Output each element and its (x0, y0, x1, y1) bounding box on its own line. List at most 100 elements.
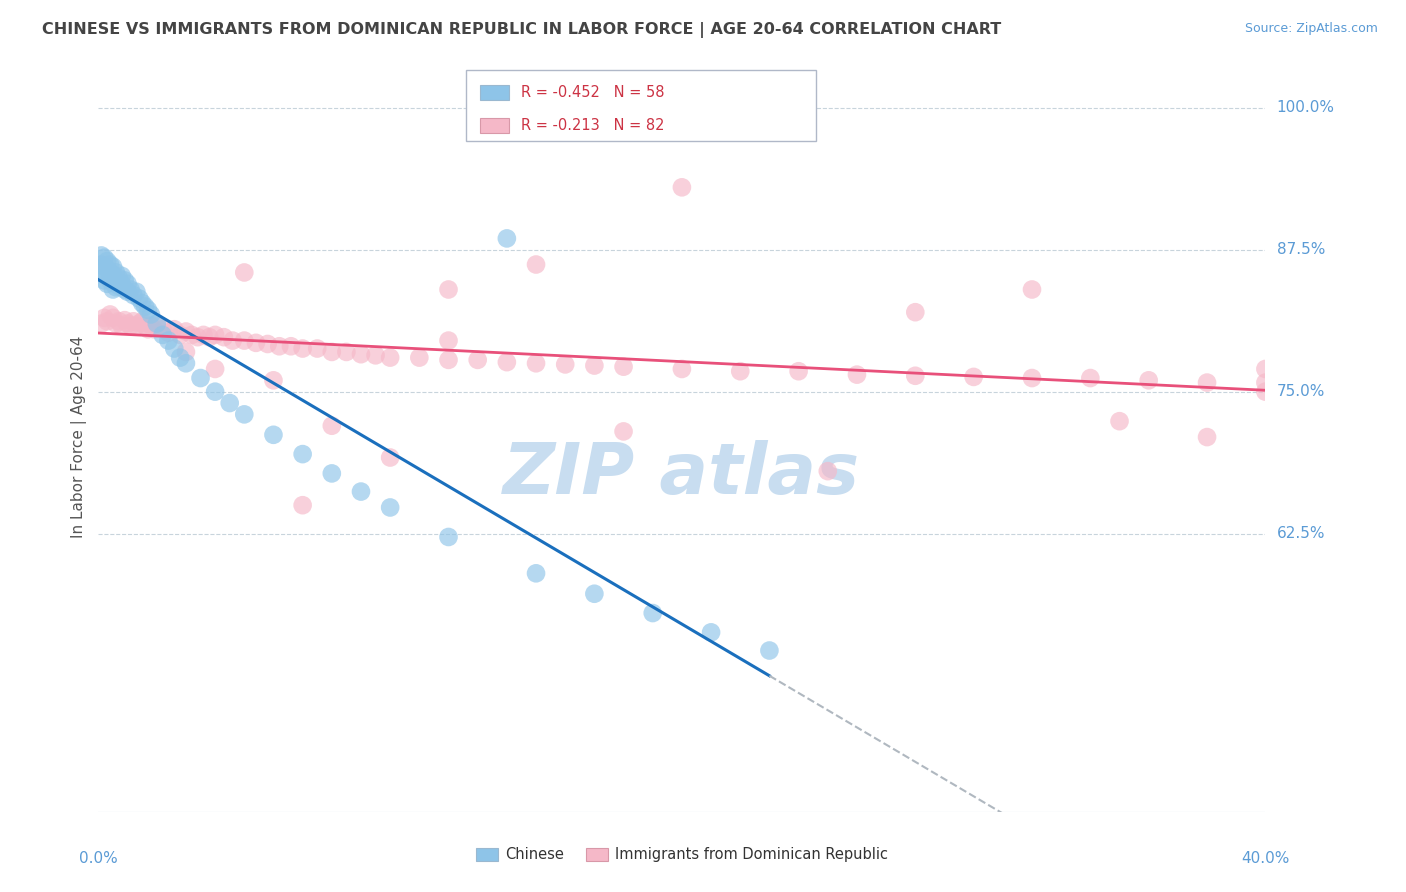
Point (111, 268, 134, 283)
Point (233, 265, 256, 279)
Point (496, 355, 519, 369)
Point (700, 625, 723, 640)
Point (321, 467, 343, 481)
Point (671, 362, 693, 376)
Point (193, 327, 215, 342)
Point (524, 566, 547, 581)
Point (1021, 371, 1043, 385)
Text: Source: ZipAtlas.com: Source: ZipAtlas.com (1244, 22, 1378, 36)
FancyBboxPatch shape (479, 118, 509, 133)
Point (163, 342, 186, 356)
Point (125, 285, 148, 299)
Point (101, 310, 124, 325)
Point (136, 322, 159, 336)
Point (335, 345, 357, 359)
Point (554, 358, 576, 372)
Point (134, 300, 156, 314)
Point (291, 447, 314, 461)
Point (174, 356, 197, 370)
Point (98, 258, 121, 272)
Point (437, 283, 460, 297)
Point (122, 288, 145, 302)
Point (117, 277, 139, 291)
Point (142, 322, 165, 336)
Point (122, 314, 145, 328)
Point (120, 318, 142, 333)
Point (730, 364, 752, 378)
Point (307, 342, 329, 356)
Point (180, 327, 202, 342)
Point (280, 339, 302, 353)
Point (120, 283, 142, 297)
Point (846, 368, 869, 382)
Point (190, 371, 212, 385)
Point (262, 373, 284, 387)
Point (136, 302, 159, 317)
Point (152, 322, 174, 336)
Point (104, 317, 127, 331)
Point (904, 368, 927, 383)
Point (157, 326, 180, 340)
Point (117, 285, 139, 299)
Point (904, 305, 927, 319)
Point (90, 317, 112, 331)
Point (212, 330, 235, 344)
Point (787, 364, 810, 378)
Point (96, 268, 118, 283)
Point (157, 334, 180, 348)
Point (364, 348, 387, 362)
Text: 0.0%: 0.0% (79, 851, 118, 865)
Point (291, 498, 314, 512)
Point (108, 271, 131, 285)
Point (233, 334, 256, 348)
Point (98, 273, 121, 287)
Point (96, 262, 118, 277)
Point (758, 643, 780, 657)
Point (321, 345, 343, 359)
Point (93, 310, 115, 325)
Point (146, 318, 169, 333)
FancyBboxPatch shape (479, 85, 509, 100)
Point (93, 265, 115, 279)
Point (321, 418, 343, 433)
Point (90, 258, 112, 272)
Point (524, 356, 547, 370)
Point (104, 265, 127, 279)
Point (583, 587, 606, 601)
Point (174, 325, 197, 339)
Point (96, 254, 118, 268)
Point (962, 370, 984, 384)
Point (467, 352, 489, 367)
Point (93, 251, 115, 265)
Point (291, 342, 314, 356)
Point (114, 273, 136, 287)
Point (111, 277, 134, 291)
Point (671, 180, 693, 194)
Text: ZIP atlas: ZIP atlas (503, 440, 860, 509)
Point (117, 317, 139, 331)
Point (524, 258, 547, 272)
Point (131, 296, 153, 310)
Point (139, 318, 162, 333)
Y-axis label: In Labor Force | Age 20-64: In Labor Force | Age 20-64 (72, 336, 87, 538)
Point (128, 292, 150, 306)
Point (437, 334, 460, 348)
Point (198, 330, 221, 344)
Point (128, 317, 150, 331)
Legend: Chinese, Immigrants from Dominican Republic: Chinese, Immigrants from Dominican Repub… (470, 841, 894, 868)
Point (104, 273, 127, 287)
Point (131, 314, 153, 328)
Point (1254, 384, 1277, 399)
Point (1108, 414, 1130, 428)
Point (101, 268, 124, 282)
Point (496, 231, 519, 245)
Point (350, 484, 373, 499)
Point (187, 330, 209, 344)
Text: 100.0%: 100.0% (1277, 101, 1334, 115)
Point (583, 359, 606, 373)
Point (437, 530, 460, 544)
Point (380, 450, 402, 465)
Point (101, 260, 124, 274)
Point (1021, 283, 1043, 297)
Text: 62.5%: 62.5% (1277, 526, 1324, 541)
